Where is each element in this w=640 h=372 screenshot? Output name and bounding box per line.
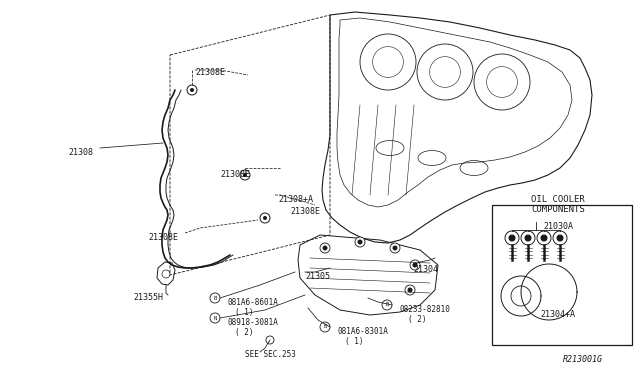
Text: R213001G: R213001G [563,355,603,364]
Text: 21304: 21304 [413,265,438,274]
Text: 21308E: 21308E [290,207,320,216]
Circle shape [511,286,531,306]
Circle shape [537,231,551,245]
Text: ( 1): ( 1) [345,337,364,346]
Text: 21030A: 21030A [543,222,573,231]
Text: B: B [385,302,388,308]
Circle shape [392,246,397,250]
Circle shape [541,234,547,241]
Circle shape [390,243,400,253]
Circle shape [505,231,519,245]
Text: 08233-82810: 08233-82810 [400,305,451,314]
Text: 21308: 21308 [68,148,93,157]
Text: ( 1): ( 1) [235,308,253,317]
Text: 081A6-8301A: 081A6-8301A [338,327,389,336]
Circle shape [553,231,567,245]
Circle shape [190,88,194,92]
Text: 081A6-8601A: 081A6-8601A [228,298,279,307]
Text: 21355H: 21355H [133,293,163,302]
Circle shape [358,240,362,244]
Circle shape [243,173,247,177]
Text: 21308E: 21308E [148,233,178,242]
Text: B: B [323,324,326,330]
Text: ( 2): ( 2) [408,315,426,324]
Text: B: B [213,295,216,301]
Text: SEE SEC.253: SEE SEC.253 [245,350,296,359]
Text: 21308E: 21308E [195,68,225,77]
Circle shape [408,288,413,292]
Circle shape [410,260,420,270]
Text: 21308E: 21308E [220,170,250,179]
Text: 21305: 21305 [305,272,330,281]
Text: 21308+A: 21308+A [278,195,313,204]
Text: COMPONENTS: COMPONENTS [531,205,585,214]
Circle shape [405,285,415,295]
Circle shape [323,246,328,250]
Text: N: N [213,315,216,321]
Circle shape [557,234,563,241]
Bar [492,205,632,345]
Circle shape [525,234,531,241]
Circle shape [413,263,417,267]
Circle shape [521,231,535,245]
Circle shape [509,234,515,241]
Text: ( 2): ( 2) [235,328,253,337]
Text: 08918-3081A: 08918-3081A [228,318,279,327]
Circle shape [355,237,365,247]
Circle shape [263,216,267,220]
Text: OIL COOLER: OIL COOLER [531,195,585,204]
Text: 21304+A: 21304+A [541,310,575,319]
Circle shape [320,243,330,253]
